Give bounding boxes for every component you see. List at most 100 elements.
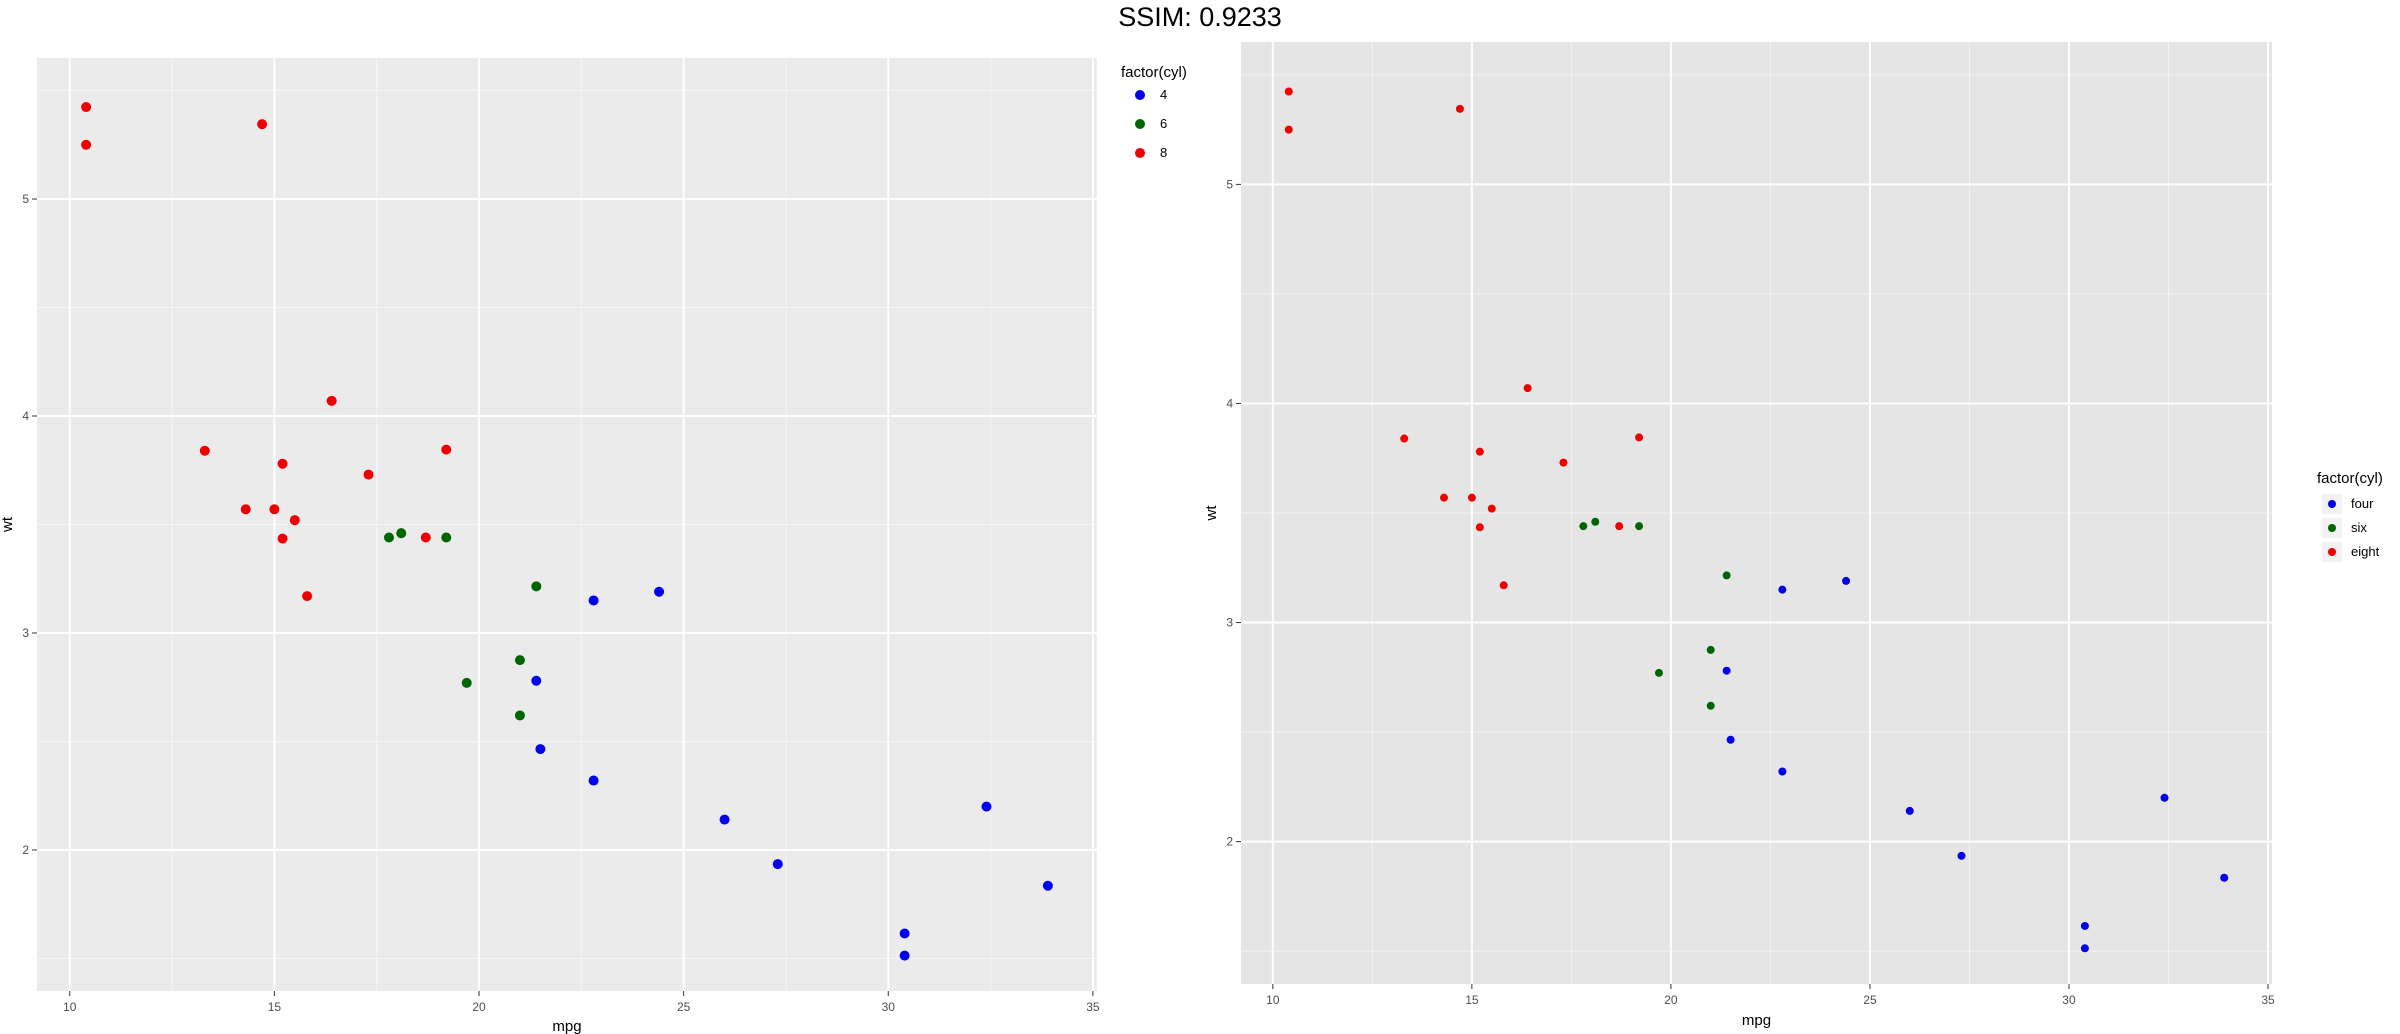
y-tick-label: 5 <box>1226 177 1233 191</box>
y-tick-label: 5 <box>22 192 29 206</box>
data-point-6 <box>514 655 525 666</box>
data-point-8 <box>420 532 431 543</box>
data-point-8 <box>326 395 337 406</box>
data-point-6 <box>441 532 452 543</box>
data-point-6 <box>383 532 394 543</box>
data-point-4 <box>654 586 665 597</box>
data-point-four <box>1722 666 1731 675</box>
data-point-four <box>2080 944 2089 953</box>
legend-label-8: 8 <box>1160 145 1167 160</box>
x-tick-label: 10 <box>63 1000 77 1014</box>
y-tick-label: 3 <box>1226 616 1233 630</box>
y-axis-label: wt <box>0 516 16 533</box>
scatter-plot-right: 10 15 20 25 30 35 2 3 4 5 mpg wt factor(cyl) four six e… <box>1203 42 2383 1029</box>
data-point-eight <box>1559 458 1568 467</box>
x-axis-label: mpg <box>552 1018 581 1034</box>
data-point-eight <box>1400 434 1409 443</box>
data-point-8 <box>240 504 251 515</box>
data-point-eight <box>1523 384 1532 393</box>
data-point-six <box>1579 522 1588 531</box>
data-point-6 <box>514 710 525 721</box>
data-point-six <box>1635 522 1644 531</box>
data-point-eight <box>1475 523 1484 532</box>
data-point-4 <box>772 859 783 870</box>
legend-label-eight: eight <box>2351 544 2380 559</box>
legend-title: factor(cyl) <box>2317 470 2383 487</box>
data-point-eight <box>1635 433 1644 442</box>
data-point-4 <box>531 675 542 686</box>
legend-label-4: 4 <box>1160 87 1167 102</box>
data-point-4 <box>588 775 599 786</box>
data-point-4 <box>1042 880 1053 891</box>
scatter-plot-left: 10 15 20 25 30 35 2 3 4 5 mpg wt factor(cyl) 4 6 8 <box>0 58 1187 1034</box>
data-point-6 <box>461 677 472 688</box>
data-point-six <box>1654 668 1663 677</box>
data-point-8 <box>269 504 280 515</box>
data-point-eight <box>1499 581 1508 590</box>
x-tick-label: 35 <box>1086 1000 1100 1014</box>
data-point-eight <box>1440 493 1449 502</box>
legend-label-6: 6 <box>1160 116 1167 131</box>
x-tick-label: 20 <box>1664 993 1678 1007</box>
data-point-8 <box>199 445 210 456</box>
legend-label-six: six <box>2351 520 2367 535</box>
y-tick-label: 2 <box>22 843 29 857</box>
data-point-eight <box>1284 125 1293 134</box>
legend-key-6 <box>1135 119 1145 129</box>
data-point-four <box>1905 806 1914 815</box>
data-point-6 <box>531 581 542 592</box>
x-axis-label: mpg <box>1742 1012 1771 1029</box>
data-point-four <box>1778 585 1787 594</box>
data-point-4 <box>719 814 730 825</box>
page-title: SSIM: 0.9233 <box>1118 2 1282 32</box>
data-point-eight <box>1475 447 1484 456</box>
y-tick-label: 2 <box>1226 835 1233 849</box>
data-point-four <box>2160 793 2169 802</box>
legend-key-4 <box>1135 90 1145 100</box>
legend-key-8 <box>1135 148 1145 158</box>
x-tick-label: 35 <box>2261 993 2275 1007</box>
x-tick-label: 25 <box>677 1000 691 1014</box>
data-point-eight <box>1467 493 1476 502</box>
data-point-four <box>1957 851 1966 860</box>
data-point-4 <box>981 801 992 812</box>
x-tick-label: 30 <box>882 1000 896 1014</box>
data-point-8 <box>277 458 288 469</box>
y-tick-label: 3 <box>22 626 29 640</box>
x-tick-label: 30 <box>2062 993 2076 1007</box>
y-tick-label: 4 <box>22 409 29 423</box>
data-point-4 <box>899 928 910 939</box>
x-tick-label: 10 <box>1266 993 1280 1007</box>
legend-label-four: four <box>2351 496 2374 511</box>
data-point-4 <box>899 950 910 961</box>
legend-title: factor(cyl) <box>1121 64 1187 81</box>
data-point-8 <box>441 444 452 455</box>
data-point-six <box>1706 645 1715 654</box>
data-point-8 <box>277 533 288 544</box>
data-point-four <box>2080 921 2089 930</box>
data-point-8 <box>302 591 313 602</box>
data-point-6 <box>396 528 407 539</box>
data-point-8 <box>81 139 92 150</box>
legend-key-six <box>2328 524 2336 532</box>
data-point-8 <box>81 102 92 113</box>
legend-key-four <box>2328 500 2336 508</box>
x-tick-label: 25 <box>1863 993 1877 1007</box>
x-tick-label: 15 <box>268 1000 282 1014</box>
data-point-8 <box>257 119 268 130</box>
data-point-eight <box>1615 522 1624 531</box>
data-point-eight <box>1487 504 1496 513</box>
data-point-4 <box>588 595 599 606</box>
data-point-six <box>1722 571 1731 580</box>
data-point-four <box>2220 873 2229 882</box>
data-point-four <box>1778 767 1787 776</box>
data-point-six <box>1591 517 1600 526</box>
data-point-six <box>1706 701 1715 710</box>
legend-key-eight <box>2328 548 2336 556</box>
y-tick-label: 4 <box>1226 396 1233 410</box>
data-point-8 <box>289 515 300 526</box>
data-point-eight <box>1284 87 1293 96</box>
data-point-four <box>1726 735 1735 744</box>
data-point-eight <box>1455 104 1464 113</box>
x-tick-label: 20 <box>472 1000 486 1014</box>
